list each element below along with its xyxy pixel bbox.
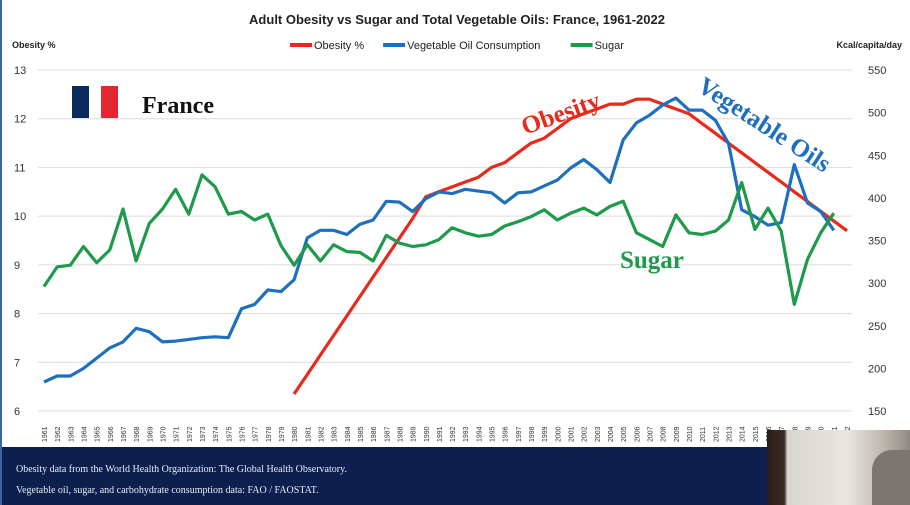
source-line-1: Obesity data from the World Health Organ… [16,464,347,475]
chart-title: Adult Obesity vs Sugar and Total Vegetab… [249,12,665,27]
vegetable-oils-annotation: Vegetable Oils [693,72,836,178]
presenter-video [872,450,910,505]
x-tick-label: 1987 [384,426,391,442]
left-tick-label: 7 [14,357,20,369]
x-tick-label: 1993 [463,426,470,442]
x-tick-label: 1995 [490,426,497,442]
x-tick-label: 1982 [318,426,325,442]
x-tick-label: 2007 [648,426,655,442]
x-tick-label: 2011 [700,427,707,442]
x-tick-label: 1962 [55,426,62,442]
x-tick-label: 1986 [371,426,378,442]
x-tick-label: 2003 [595,426,602,442]
country-label: France [142,93,214,119]
sugar-annotation: Sugar [620,247,684,274]
x-tick-label: 1973 [200,426,207,442]
x-tick-label: 1988 [397,426,404,442]
x-tick-label: 1972 [187,426,194,442]
right-tick-label: 300 [868,278,886,290]
left-tick-label: 6 [14,406,20,418]
right-axis-label: Kcal/capita/day [836,40,902,50]
x-tick-label: 2014 [740,426,747,442]
x-tick-label: 1984 [345,426,352,442]
x-tick-label: 2010 [687,426,694,442]
series-line-obesity- [292,97,848,395]
x-tick-label: 1977 [253,426,260,442]
x-tick-label: 1989 [411,426,418,442]
x-tick-label: 1975 [226,426,233,442]
x-tick-label: 2000 [555,426,562,442]
right-tick-label: 400 [868,193,886,205]
x-tick-label: 1971 [174,426,181,442]
source-footer: Obesity data from the World Health Organ… [2,447,910,505]
x-tick-label: 2015 [753,426,760,442]
x-tick-label: 1961 [42,426,49,442]
x-tick-label: 1981 [305,426,312,442]
legend-label-1: Vegetable Oil Consumption [407,40,540,52]
x-tick-label: 1970 [160,426,167,442]
legend-label-0: Obesity % [314,40,364,52]
right-tick-label: 550 [868,65,886,77]
left-tick-label: 9 [14,260,20,272]
flag-blue-stripe [72,86,89,118]
x-tick-label: 1979 [279,426,286,442]
x-tick-label: 1983 [332,426,339,442]
x-tick-label: 2006 [634,426,641,442]
chart: Adult Obesity vs Sugar and Total Vegetab… [12,12,902,442]
x-tick-label: 2012 [713,426,720,442]
right-tick-label: 450 [868,150,886,162]
left-axis-label: Obesity % [12,40,56,50]
left-tick-label: 8 [14,309,20,321]
series-line-vegetable-oil-consumption [43,96,836,384]
right-tick-label: 150 [868,406,886,418]
webcam-overlay [767,430,910,505]
left-tick-label: 13 [14,65,26,77]
x-tick-label: 1967 [121,426,128,442]
x-tick-label: 1999 [542,426,549,442]
x-tick-label: 1978 [266,426,273,442]
x-tick-label: 1976 [239,426,246,442]
x-tick-label: 1991 [437,426,444,442]
x-tick-label: 1990 [424,426,431,442]
x-tick-label: 2005 [621,426,628,442]
right-tick-label: 350 [868,236,886,248]
x-tick-label: 1969 [147,426,154,442]
x-tick-label: 1963 [68,426,75,442]
x-tick-label: 1968 [134,426,141,442]
x-tick-label: 1985 [358,426,365,442]
x-tick-label: 1994 [476,426,483,442]
x-tick-label: 1966 [108,426,115,442]
left-tick-label: 10 [14,211,26,223]
series-line-sugar [42,173,836,306]
x-tick-label: 1992 [450,426,457,442]
x-tick-label: 2004 [608,426,615,442]
right-tick-label: 250 [868,321,886,333]
right-tick-label: 200 [868,363,886,375]
x-tick-label: 2013 [727,426,734,442]
x-tick-label: 1974 [213,426,220,442]
x-tick-label: 1980 [292,426,299,442]
obesity-annotation: Obesity [518,87,605,141]
x-tick-label: 2008 [661,426,668,442]
x-tick-label: 2002 [582,426,589,442]
x-tick-label: 2009 [674,426,681,442]
x-tick-label: 1965 [95,426,102,442]
left-tick-label: 11 [14,162,25,174]
right-tick-label: 500 [868,108,886,120]
source-line-2: Vegetable oil, sugar, and carbohydrate c… [16,485,319,496]
x-tick-label: 1964 [81,426,88,442]
x-tick-label: 1997 [516,426,523,442]
x-tick-label: 2001 [569,426,576,442]
x-tick-label: 1998 [529,426,536,442]
flag-red-stripe [101,86,118,118]
left-tick-label: 12 [14,114,26,126]
x-tick-label: 1996 [503,426,510,442]
legend-label-2: Sugar [595,40,625,52]
